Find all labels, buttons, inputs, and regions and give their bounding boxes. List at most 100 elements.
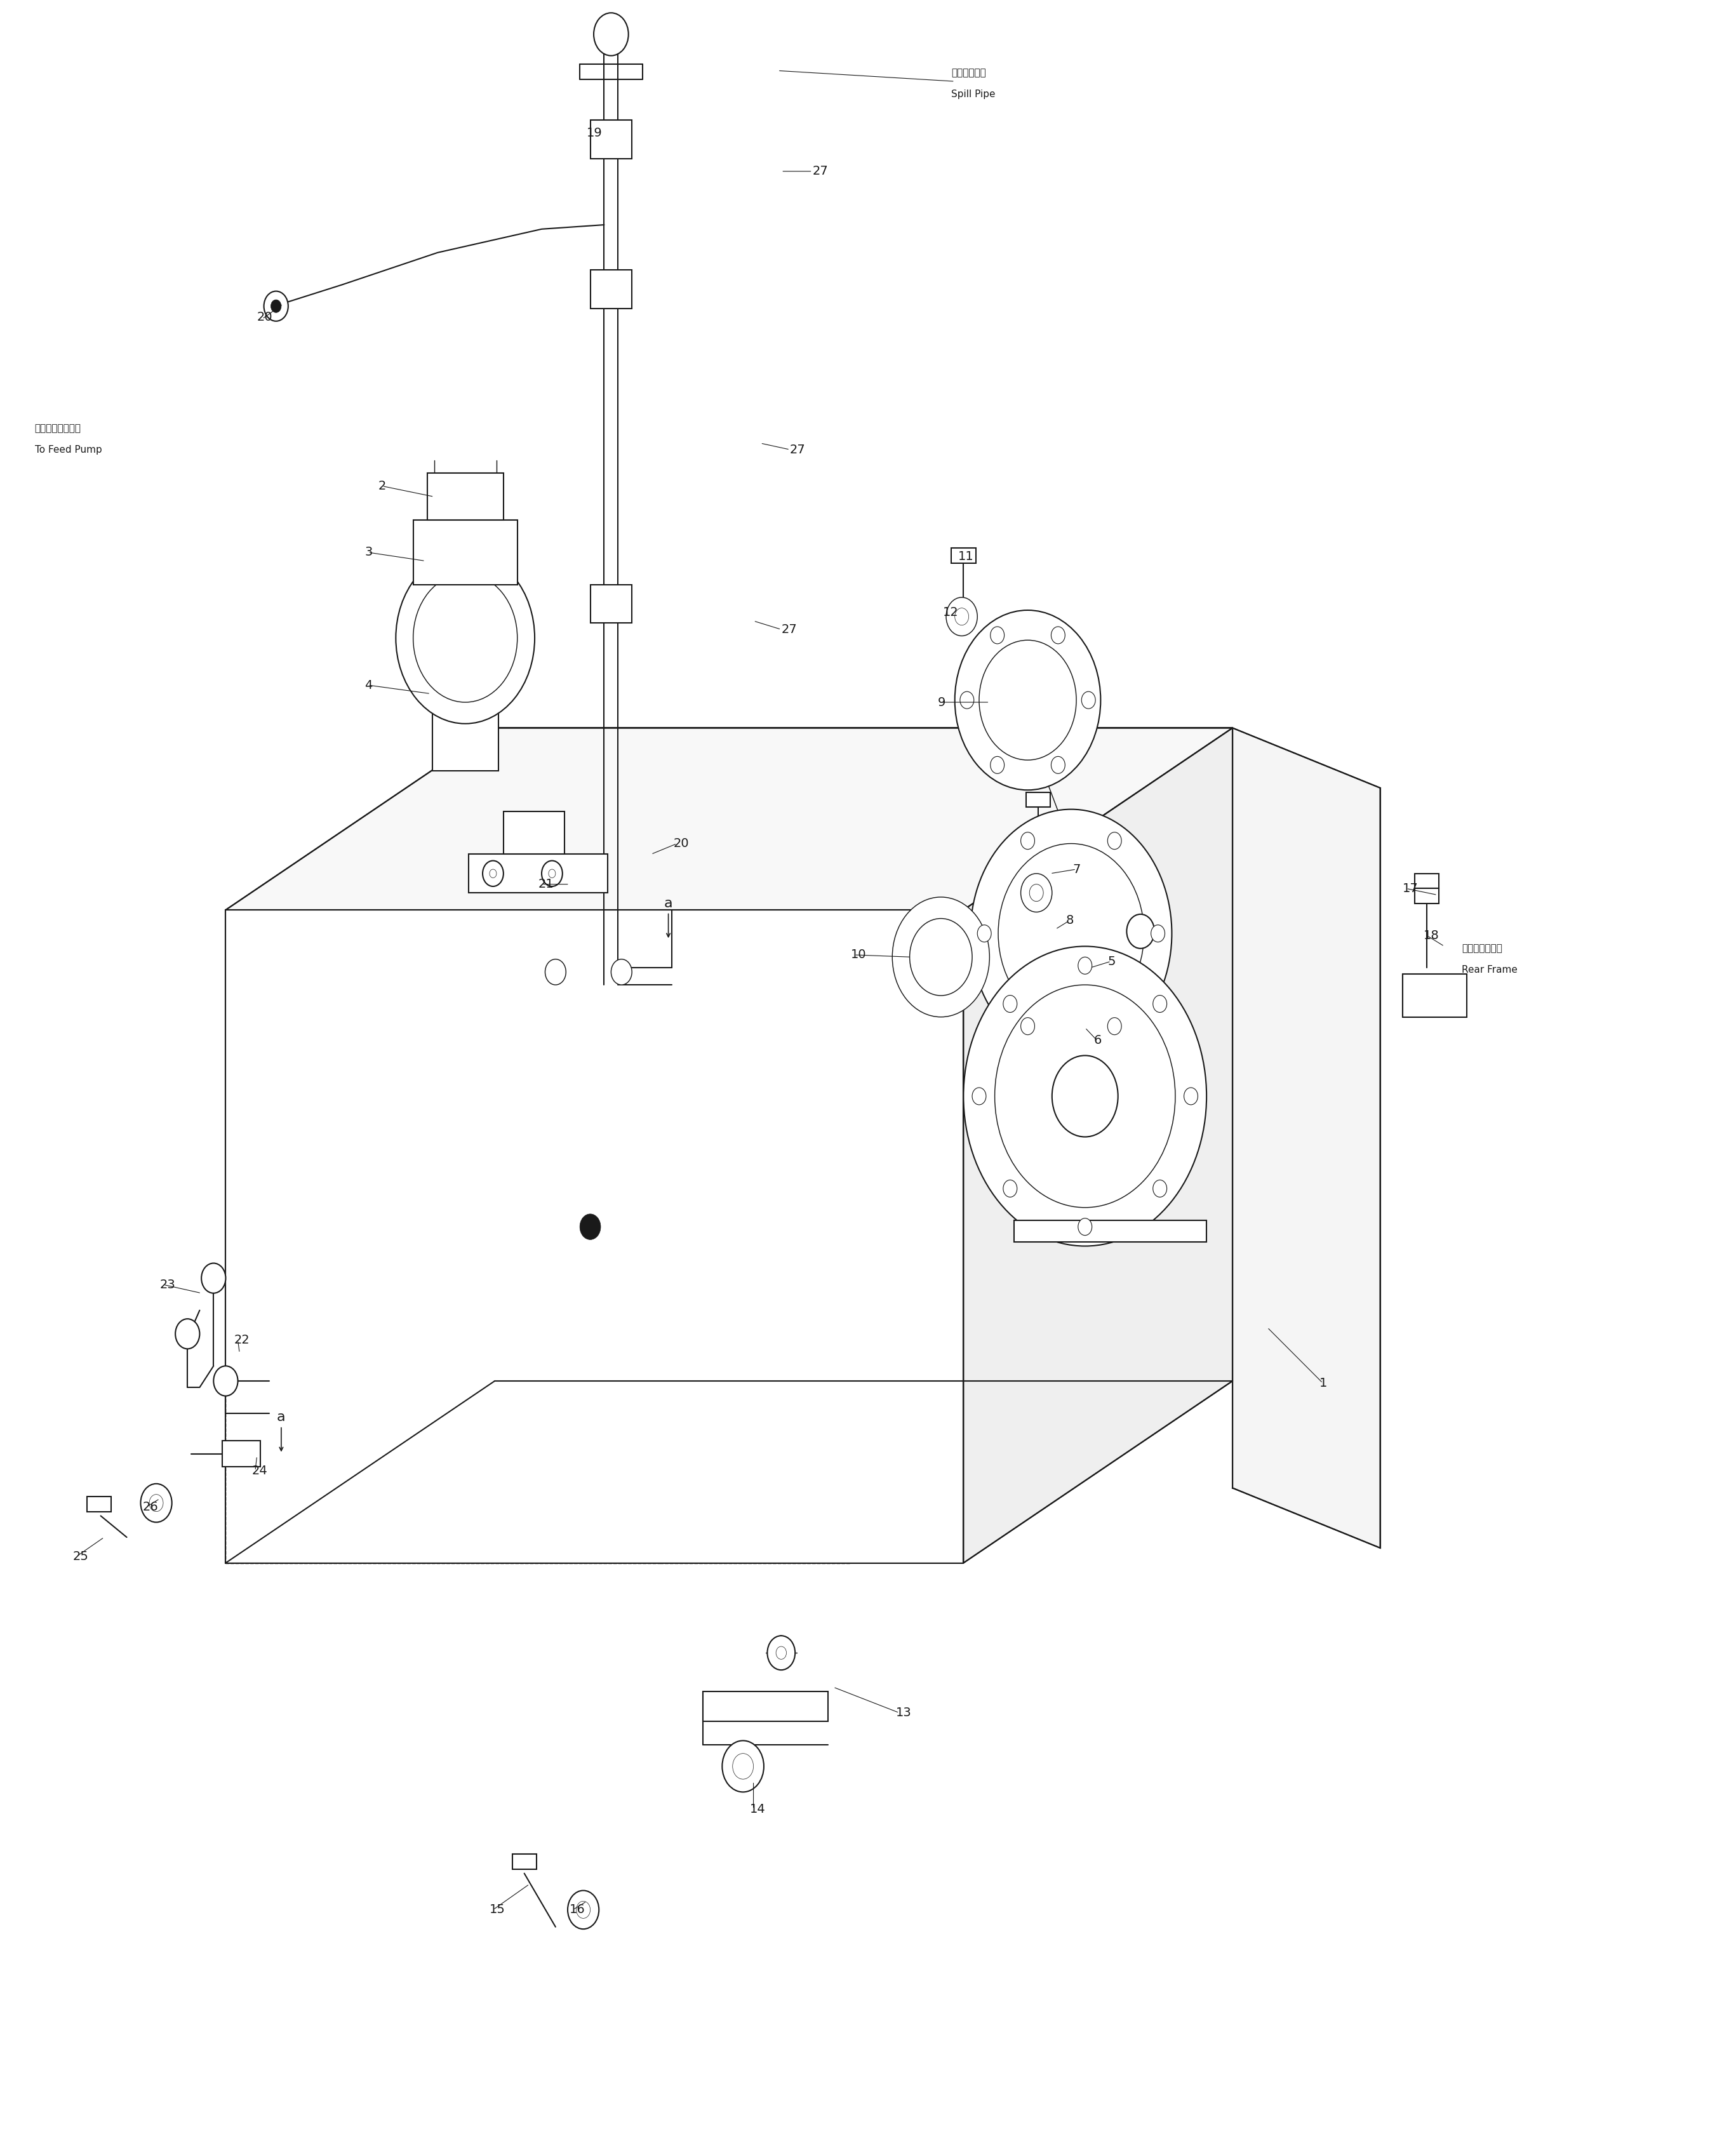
Circle shape (990, 756, 1003, 773)
Circle shape (1078, 957, 1092, 974)
Circle shape (892, 897, 990, 1017)
Text: 18: 18 (1424, 929, 1439, 942)
Circle shape (1021, 833, 1035, 850)
Text: 13: 13 (896, 1706, 911, 1719)
Circle shape (1151, 925, 1165, 942)
Bar (1026, 792, 1050, 807)
Text: 10: 10 (851, 948, 866, 961)
Text: リャーフレーム: リャーフレーム (1462, 944, 1502, 953)
Bar (512, 1854, 536, 1869)
Text: a: a (278, 1411, 285, 1424)
Circle shape (1052, 627, 1064, 644)
Text: 16: 16 (569, 1903, 585, 1916)
Circle shape (1003, 996, 1017, 1013)
Text: 4: 4 (365, 679, 373, 692)
Circle shape (568, 1891, 599, 1929)
Text: 6: 6 (1094, 1034, 1102, 1047)
Circle shape (733, 1753, 753, 1779)
Text: 27: 27 (790, 443, 806, 456)
Text: 5: 5 (1108, 955, 1116, 968)
Circle shape (1021, 1017, 1035, 1034)
Text: 20: 20 (257, 310, 273, 323)
Polygon shape (1403, 974, 1467, 1017)
Polygon shape (1014, 1220, 1207, 1242)
Polygon shape (226, 910, 963, 1563)
Text: 14: 14 (750, 1803, 766, 1816)
Circle shape (1082, 692, 1095, 709)
Circle shape (998, 844, 1144, 1023)
Circle shape (960, 692, 974, 709)
Circle shape (977, 925, 991, 942)
Circle shape (955, 610, 1101, 790)
Circle shape (1052, 1056, 1118, 1137)
Bar (951, 548, 976, 563)
Text: 24: 24 (252, 1464, 267, 1477)
Bar (427, 473, 503, 520)
Bar (1415, 874, 1439, 889)
Circle shape (990, 627, 1003, 644)
Circle shape (776, 1646, 786, 1659)
Circle shape (1127, 914, 1154, 948)
Bar (590, 270, 632, 308)
Text: 22: 22 (234, 1334, 250, 1347)
Circle shape (995, 985, 1175, 1208)
Text: 17: 17 (1403, 882, 1418, 895)
Text: 27: 27 (812, 165, 828, 178)
Text: 25: 25 (73, 1550, 89, 1563)
Bar (413, 520, 517, 584)
Text: To Feed Pump: To Feed Pump (35, 445, 102, 454)
Circle shape (946, 597, 977, 636)
Circle shape (767, 1636, 795, 1670)
Circle shape (1021, 874, 1052, 912)
Text: 7: 7 (1073, 863, 1082, 876)
Bar (87, 1497, 111, 1512)
Text: 23: 23 (160, 1278, 175, 1291)
Text: 1: 1 (1319, 1377, 1328, 1390)
Circle shape (545, 959, 566, 985)
Text: 27: 27 (781, 623, 797, 636)
Text: スピルパイプ: スピルパイプ (951, 69, 986, 77)
Bar (590, 120, 632, 158)
Text: 19: 19 (587, 126, 602, 139)
Bar (432, 659, 498, 771)
Circle shape (594, 13, 628, 56)
Circle shape (214, 1366, 238, 1396)
Bar (503, 811, 564, 854)
Polygon shape (963, 728, 1233, 1563)
Text: 20: 20 (674, 837, 689, 850)
Circle shape (979, 640, 1076, 760)
Circle shape (580, 1214, 601, 1240)
Circle shape (149, 1494, 163, 1512)
Circle shape (970, 809, 1172, 1058)
Text: フィードポンプへ: フィードポンプへ (35, 424, 82, 432)
Text: 3: 3 (365, 546, 373, 559)
Circle shape (490, 869, 496, 878)
Text: 26: 26 (142, 1501, 158, 1514)
Circle shape (963, 946, 1207, 1246)
Bar (222, 1441, 260, 1467)
Bar (1415, 889, 1439, 904)
Circle shape (413, 574, 517, 702)
Circle shape (175, 1319, 200, 1349)
Circle shape (910, 918, 972, 996)
Circle shape (1184, 1088, 1198, 1105)
Circle shape (611, 959, 632, 985)
Circle shape (1153, 996, 1167, 1013)
Circle shape (1052, 756, 1064, 773)
Circle shape (483, 861, 503, 886)
Text: 15: 15 (490, 1903, 505, 1916)
Circle shape (722, 1741, 764, 1792)
Circle shape (201, 1263, 226, 1293)
Text: Rear Frame: Rear Frame (1462, 966, 1517, 974)
Text: 9: 9 (937, 696, 946, 709)
Circle shape (1003, 1180, 1017, 1197)
Circle shape (576, 1901, 590, 1918)
Circle shape (972, 1088, 986, 1105)
Circle shape (1078, 1218, 1092, 1235)
Circle shape (264, 291, 288, 321)
Circle shape (955, 608, 969, 625)
Text: 8: 8 (1066, 914, 1075, 927)
Polygon shape (703, 1691, 828, 1721)
Circle shape (396, 552, 535, 724)
Text: Spill Pipe: Spill Pipe (951, 90, 995, 98)
